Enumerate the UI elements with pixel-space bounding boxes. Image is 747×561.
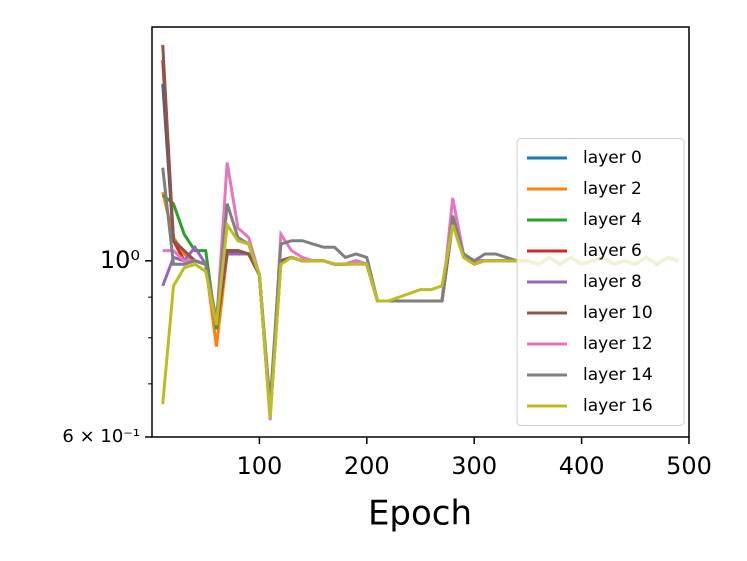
x-tick-label: 500 bbox=[666, 452, 712, 480]
plot-frame bbox=[151, 26, 690, 438]
legend-label: layer 12 bbox=[583, 334, 653, 354]
x-tick-label: 200 bbox=[344, 452, 390, 480]
y-tick-label: 6 × 10⁻¹ bbox=[62, 426, 140, 447]
x-tick-label: 400 bbox=[559, 452, 605, 480]
legend-label: layer 0 bbox=[583, 148, 642, 168]
legend-label: layer 16 bbox=[583, 396, 653, 416]
legend-label: layer 14 bbox=[583, 365, 653, 385]
legend-label: layer 4 bbox=[583, 210, 642, 230]
legend-label: layer 2 bbox=[583, 179, 642, 199]
legend-label: layer 8 bbox=[583, 272, 642, 292]
legend-label: layer 6 bbox=[583, 241, 642, 261]
y-tick-label: 10⁰ bbox=[100, 246, 140, 274]
legend-box bbox=[516, 138, 685, 426]
x-axis-label: Epoch bbox=[368, 494, 472, 534]
legend-label: layer 10 bbox=[583, 303, 653, 323]
x-tick-label: 300 bbox=[451, 452, 497, 480]
x-tick-label: 100 bbox=[236, 452, 282, 480]
